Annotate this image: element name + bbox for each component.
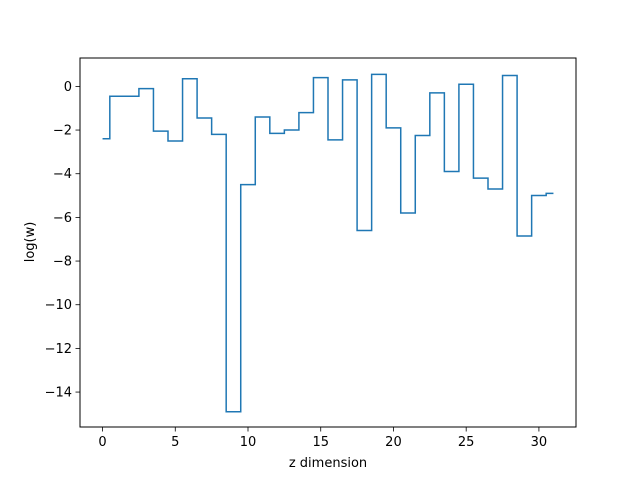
- plot-frame: [79, 57, 577, 428]
- y-axis: 0 −2 −4 −6 −8 −10 −12 −14: [45, 80, 80, 401]
- y-axis-label: log(w): [23, 222, 38, 263]
- y-tick-label: 0: [64, 80, 72, 95]
- x-tick-label: 10: [240, 435, 257, 450]
- x-axis-label: z dimension: [289, 456, 367, 471]
- y-tick-label: −2: [53, 124, 72, 139]
- y-tick-label: −8: [53, 255, 72, 270]
- series-line-0: [102, 73, 554, 413]
- x-tick-label: 0: [98, 435, 106, 450]
- y-tick-label: −12: [45, 342, 72, 357]
- y-tick-label: −10: [45, 298, 72, 313]
- y-tick-label: −14: [45, 386, 72, 401]
- x-tick-label: 30: [531, 435, 548, 450]
- x-tick-label: 5: [171, 435, 179, 450]
- x-tick-label: 15: [312, 435, 329, 450]
- x-tick-label: 25: [458, 435, 475, 450]
- y-tick-label: −6: [53, 211, 72, 226]
- series-layer: [102, 73, 554, 413]
- y-tick-label: −4: [53, 167, 72, 182]
- x-axis: 0 5 10 15 20 25 30: [98, 427, 547, 450]
- x-tick-label: 20: [385, 435, 402, 450]
